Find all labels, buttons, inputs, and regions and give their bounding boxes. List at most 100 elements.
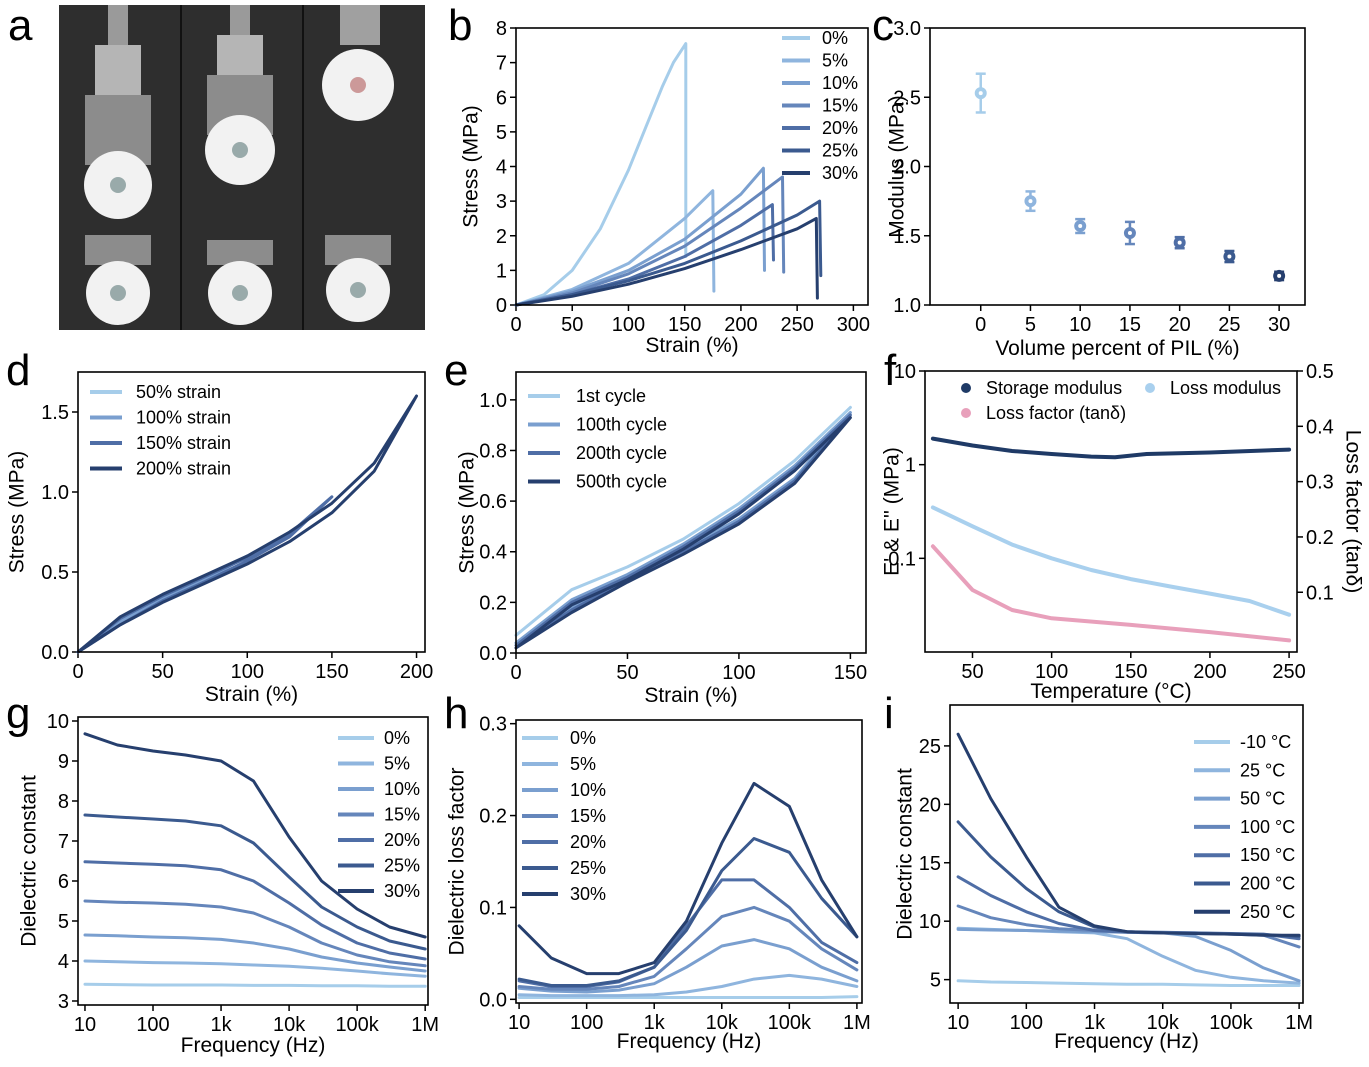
x-tick-label: 0 (510, 662, 521, 684)
panel-label: h (444, 689, 468, 738)
series-line (956, 732, 1301, 937)
series-line (517, 973, 859, 998)
legend-label: 0% (384, 728, 410, 748)
x-tick-label: 250 (780, 314, 813, 336)
y-axis-label: E' & E'' (MPa) (881, 447, 904, 576)
y-axis-label: Stress (MPa) (456, 451, 479, 574)
x-tick-label: 150 (1114, 661, 1147, 683)
x-tick-label: 1M (843, 1012, 871, 1034)
plot-frame (515, 719, 863, 1004)
x-tick-label: 50 (961, 661, 983, 683)
y-tick-label: 10 (894, 361, 916, 383)
x-tick-label: 20 (1169, 314, 1191, 336)
x-tick-label: 100k (335, 1014, 379, 1036)
legend-label: 20% (384, 830, 420, 850)
series-line (956, 927, 1301, 983)
panel: 0 5 10 15 20 25 30 1.0 1.5 2.0 2.5 3.0 Volume percen… (886, 18, 1306, 360)
x-tick-label: 1M (411, 1014, 439, 1036)
y-tick-label: 4 (58, 951, 69, 973)
series-line (514, 416, 852, 650)
legend-label: 100% strain (136, 408, 231, 428)
x-tick-label: 100 (1035, 661, 1068, 683)
y-tick-label: 5 (496, 122, 507, 144)
legend-label: 10% (570, 780, 606, 800)
y-tick-label: 9 (58, 751, 69, 773)
y-tick-label: 0.6 (479, 491, 507, 513)
x-axis-label: Strain (%) (205, 683, 298, 706)
y2-tick-label: 0.3 (1306, 472, 1334, 494)
legend-label: 5% (384, 754, 410, 774)
x-tick-label: 100k (1209, 1012, 1253, 1034)
x-axis-label: Frequency (Hz) (181, 1034, 326, 1057)
x-tick-label: 50 (616, 662, 638, 684)
legend-label: 500th cycle (576, 472, 667, 492)
y-tick-label: 6 (58, 871, 69, 893)
y-tick-label: 6 (496, 87, 507, 109)
x-tick-label: 150 (315, 661, 348, 683)
x-tick-label: 200 (724, 314, 757, 336)
series-line (930, 544, 1292, 643)
x-tick-label: 10k (706, 1012, 739, 1034)
series-line (517, 905, 859, 991)
x-tick-label: 150 (668, 314, 701, 336)
data-point-center (1028, 199, 1033, 204)
y-tick-label: 0.5 (41, 562, 69, 584)
y2-tick-label: 0.1 (1306, 582, 1334, 604)
series-line (930, 436, 1292, 460)
series-line (83, 933, 427, 973)
x-axis-label: Strain (%) (644, 684, 737, 707)
x-tick-label: 1k (210, 1014, 232, 1036)
legend-swatch (961, 383, 971, 393)
panel-label: g (6, 689, 30, 738)
x-tick-label: 1k (1084, 1012, 1106, 1034)
plot-frame (77, 371, 426, 653)
legend-label: 10% (822, 73, 858, 93)
panel-label: a (8, 1, 33, 50)
legend-label: 25 °C (1240, 760, 1285, 780)
y-tick-label: 2 (496, 226, 507, 248)
x-tick-label: 300 (837, 314, 870, 336)
x-tick-label: 10 (508, 1012, 530, 1034)
x-tick-label: 250 (1272, 661, 1305, 683)
series-line (83, 732, 427, 939)
legend-label: 25% (570, 858, 606, 878)
legend-label: 15% (570, 806, 606, 826)
legend-label: 50 °C (1240, 789, 1285, 809)
y-axis-label: Dielectric constant (18, 775, 41, 947)
photo (59, 5, 425, 330)
y-axis-label: Stress (MPa) (460, 105, 483, 228)
panel-label: e (444, 346, 468, 395)
y-tick-label: 0.8 (479, 440, 507, 462)
x-tick-label: 5 (1025, 314, 1036, 336)
y-tick-label: 2.5 (893, 87, 921, 109)
x-axis-label: Volume percent of PIL (%) (995, 337, 1239, 360)
y2-tick-label: 0.5 (1306, 361, 1334, 383)
y-tick-label: 0.0 (479, 989, 507, 1011)
series-line (83, 959, 427, 978)
series-line (930, 505, 1292, 617)
y-tick-label: 0.0 (479, 643, 507, 665)
x-tick-label: 10k (273, 1014, 306, 1036)
x-tick-label: 100 (136, 1014, 169, 1036)
series-line (514, 42, 688, 307)
x-tick-label: 100 (722, 662, 755, 684)
x-tick-label: 50 (561, 314, 583, 336)
y-tick-label: 7 (496, 53, 507, 75)
y-tick-label: 0.1 (479, 897, 507, 919)
x-tick-label: 15 (1119, 314, 1141, 336)
legend-swatch (961, 408, 971, 418)
legend-label: 15% (384, 805, 420, 825)
data-point-center (1227, 254, 1232, 259)
y-tick-label: 0.3 (479, 714, 507, 736)
plot-frame (929, 27, 1306, 306)
legend-label: 1st cycle (576, 386, 646, 406)
y-tick-label: 25 (919, 736, 941, 758)
y-tick-label: 1 (905, 455, 916, 477)
panel: 0 50 100 150 200 0.0 0.5 1.0 1.5 Strain (%) Stress… (6, 371, 433, 706)
legend-label: -10 °C (1240, 732, 1291, 752)
x-tick-label: 10 (1069, 314, 1091, 336)
y2-axis-label: Loss factor (tanδ) (1341, 430, 1364, 593)
series-line (83, 860, 427, 961)
